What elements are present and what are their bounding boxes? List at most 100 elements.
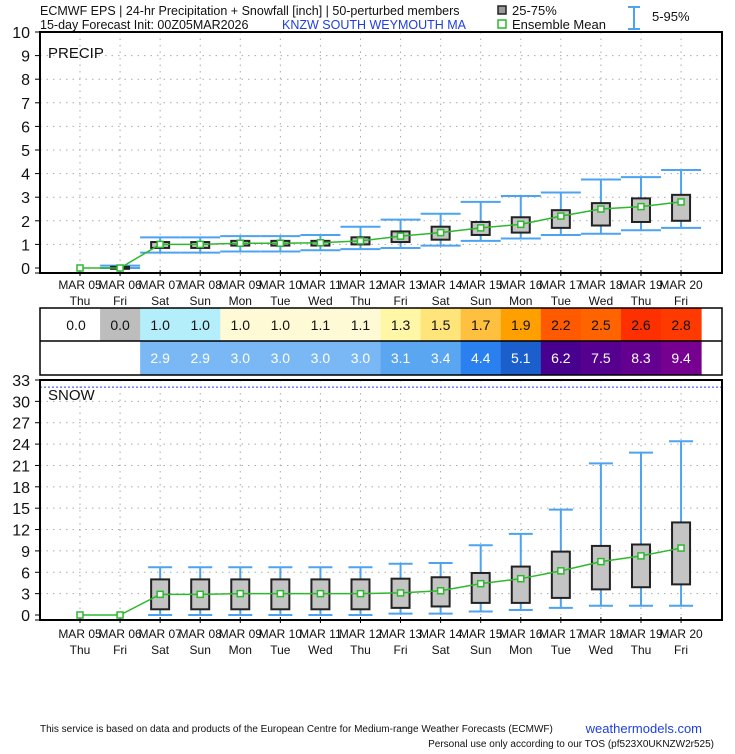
table-cell: [380, 341, 422, 375]
x-day-label: Thu: [350, 294, 371, 308]
table-cell: [460, 308, 502, 341]
y-tick-label: 15: [12, 501, 30, 518]
x-day-label: Tue: [270, 294, 291, 308]
x-tick-label: MAR 18: [579, 627, 623, 641]
x-tick-label: MAR 09: [219, 278, 263, 292]
table-value: 9.4: [671, 350, 691, 366]
legend-mean-icon: [497, 19, 507, 29]
x-tick-label: MAR 06: [98, 627, 142, 641]
mean-marker: [436, 587, 445, 595]
plot-frame: [39, 379, 723, 621]
x-tick-label: MAR 08: [179, 278, 223, 292]
table-value: 5.1: [511, 350, 531, 366]
table-value: 4.4: [471, 350, 491, 366]
table-cell: [460, 341, 502, 375]
x-tick-label: MAR 19: [619, 627, 663, 641]
x-day-label: Sun: [470, 643, 491, 657]
mean-line: [80, 201, 682, 269]
table-cell: [661, 308, 702, 341]
x-day-label: Fri: [394, 294, 408, 308]
x-day-label: Wed: [589, 643, 613, 657]
table-value: 1.0: [190, 317, 210, 333]
table-value: 3.0: [351, 350, 371, 366]
table-value: 1.7: [471, 317, 491, 333]
y-tick-label: 30: [12, 394, 30, 411]
mean-marker: [677, 198, 685, 206]
x-tick-label: MAR 08: [179, 627, 223, 641]
mean-marker: [517, 220, 525, 229]
x-day-label: Sun: [190, 294, 211, 308]
table-value: 3.4: [431, 350, 451, 366]
x-day-label: Sat: [432, 294, 451, 308]
panel-title: PRECIP: [48, 45, 104, 62]
x-tick-label: MAR 10: [259, 278, 303, 292]
x-tick-label: MAR 15: [459, 627, 503, 641]
footer-site-link[interactable]: weathermodels.com: [585, 721, 702, 736]
mean-marker: [156, 240, 164, 249]
accumulation-table: 0.0 0.0 1.0 1.0 1.0 1.0 1.1 1.1 1.3 1.5 1.7 1.9 2.2 2…: [39, 307, 723, 376]
mean-line: [80, 547, 682, 616]
footer-tos: Personal use only according to our TOS (…: [428, 739, 714, 750]
x-tick-label: MAR 09: [219, 627, 263, 641]
y-tick-label: 18: [12, 480, 30, 497]
iqr-box: [671, 521, 692, 586]
y-tick-label: 9: [21, 544, 30, 561]
table-cell: [500, 341, 542, 375]
x-tick-label: MAR 07: [138, 278, 182, 292]
x-day-label: Tue: [270, 643, 291, 657]
mean-marker: [316, 589, 325, 598]
table-value: 3.0: [231, 350, 251, 366]
table-cell: [340, 341, 382, 375]
mean-marker: [597, 557, 605, 566]
mean-marker: [236, 239, 245, 247]
y-tick-label: 0: [21, 261, 30, 278]
table-cell: [40, 341, 101, 375]
legend-whisker-label: 5-95%: [652, 9, 690, 24]
table-cell: [661, 341, 702, 375]
x-tick-label: MAR 14: [419, 627, 463, 641]
mean-marker: [276, 589, 285, 598]
y-tick-label: 2: [21, 214, 30, 231]
table-value: 2.5: [591, 317, 611, 333]
table-value: 0.0: [110, 317, 130, 333]
table-cell: [180, 308, 221, 341]
x-day-label: Thu: [350, 643, 371, 657]
table-value: 0.0: [66, 317, 86, 333]
table-value: 1.5: [431, 317, 451, 333]
table-value: 1.1: [311, 317, 331, 333]
table-cell: [420, 308, 462, 341]
legend-whisker-icon: [628, 6, 640, 30]
mean-marker: [196, 240, 204, 249]
precip-chart: 0 1 2 3 4 5 6 7 8 9 10 MAR 05 Thu MAR 06 Fri MAR 07 Sat M…: [12, 25, 723, 308]
footer-credit: This service is based on data and produc…: [40, 724, 553, 735]
panel-title: SNOW: [48, 387, 96, 404]
x-tick-label: MAR 18: [579, 278, 623, 292]
x-day-label: Wed: [308, 643, 332, 657]
x-day-label: Wed: [589, 294, 613, 308]
mean-marker: [76, 264, 84, 272]
x-day-label: Fri: [674, 294, 688, 308]
table-cell: [40, 308, 101, 341]
y-tick-label: 5: [21, 143, 30, 160]
x-day-label: Mon: [229, 643, 252, 657]
x-day-label: Mon: [509, 643, 532, 657]
table-cell: [420, 341, 462, 375]
table-value: 2.6: [631, 317, 651, 333]
table-value: 2.9: [190, 350, 210, 366]
mean-marker: [476, 224, 485, 232]
x-day-label: Mon: [509, 294, 532, 308]
table-cell: [540, 308, 582, 341]
y-tick-label: 4: [21, 167, 30, 184]
x-tick-label: MAR 15: [459, 278, 503, 292]
table-value: 3.0: [311, 350, 331, 366]
table-cell: [340, 308, 382, 341]
x-tick-label: MAR 17: [539, 627, 583, 641]
mean-marker: [356, 589, 365, 598]
x-tick-label: MAR 12: [339, 627, 383, 641]
y-tick-label: 7: [21, 96, 30, 113]
x-day-label: Thu: [70, 643, 91, 657]
iqr-box: [630, 543, 651, 589]
table-value: 3.1: [391, 350, 411, 366]
iqr-box: [671, 193, 692, 222]
